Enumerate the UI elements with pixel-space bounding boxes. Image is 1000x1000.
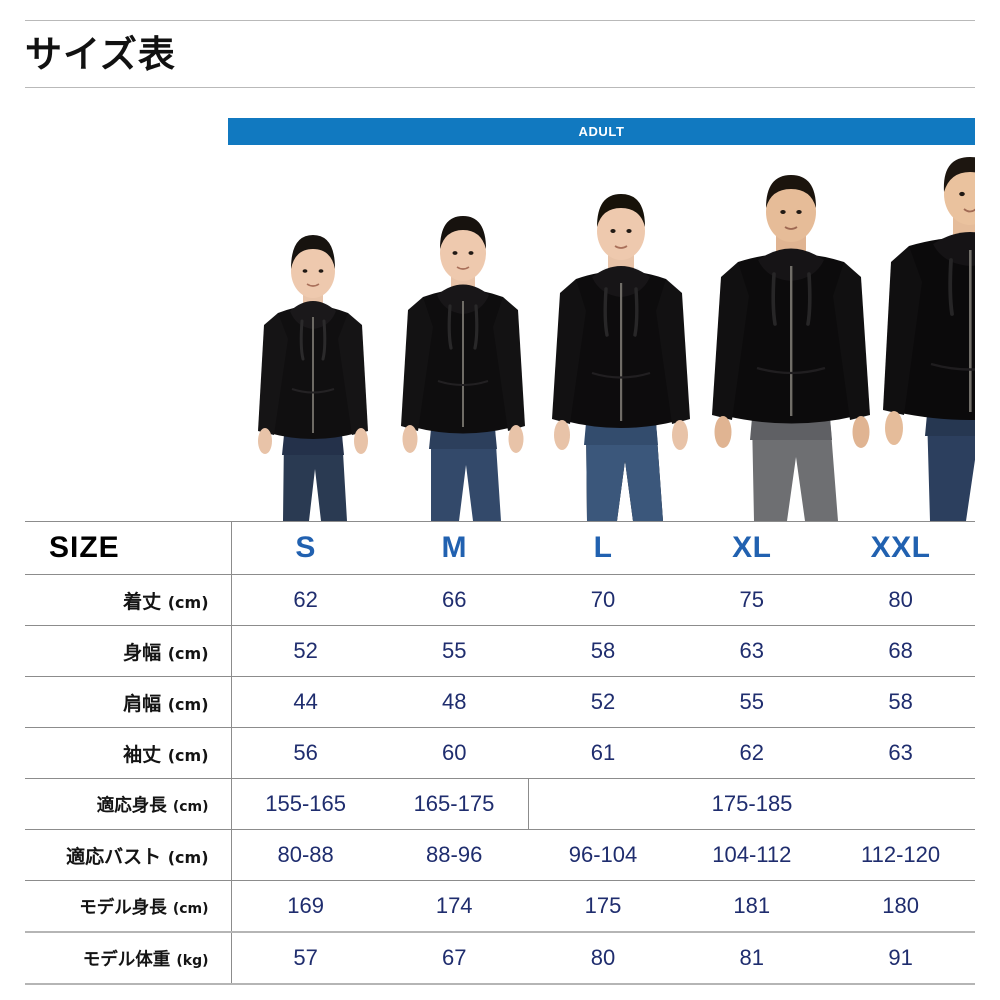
cell-xl: 81 bbox=[677, 931, 827, 985]
row-label-unit: (cm) bbox=[167, 847, 209, 867]
adult-banner-label: ADULT bbox=[578, 124, 625, 139]
row-label-unit: (cm) bbox=[167, 694, 209, 714]
row-label-text: 適応身長 bbox=[96, 795, 173, 816]
cell-xl: 104-112 bbox=[677, 829, 827, 881]
row-label-unit: (kg) bbox=[176, 952, 209, 969]
cell-xxl: 180 bbox=[826, 880, 975, 933]
table-row: 適応身長 (cm) 155-165 165-175 175-185 bbox=[25, 778, 975, 830]
table-row: モデル体重 (kg) 57 67 80 81 91 bbox=[25, 931, 975, 985]
cell-l: 70 bbox=[528, 574, 678, 626]
cell-xl: 181 bbox=[677, 880, 827, 933]
row-label-2: 身幅 (cm) bbox=[25, 625, 232, 677]
header-col-xl: XL bbox=[677, 521, 827, 575]
model-photo-s bbox=[248, 221, 378, 521]
row-label-unit: (cm) bbox=[167, 643, 209, 663]
model-photo-xl bbox=[710, 166, 876, 521]
cell-l: 175 bbox=[528, 880, 678, 933]
row-label-6: 適応バスト (cm) bbox=[25, 829, 232, 881]
table-row: 着丈 (cm) 62 66 70 75 80 bbox=[25, 574, 975, 626]
table-row: 適応バスト (cm) 80-88 88-96 96-104 104-112 112-120 bbox=[25, 829, 975, 881]
row-label-text: 身幅 bbox=[123, 641, 168, 664]
cell-s: 155-165 bbox=[231, 778, 380, 830]
row-label-text: 着丈 bbox=[123, 590, 168, 613]
cell-xl: 63 bbox=[677, 625, 827, 677]
cell-l: 80 bbox=[528, 931, 678, 985]
cell-l: 96-104 bbox=[528, 829, 678, 881]
row-label-3: 肩幅 (cm) bbox=[25, 676, 232, 728]
cell-xl: 55 bbox=[677, 676, 827, 728]
cell-xxl: 91 bbox=[826, 931, 975, 985]
row-label-text: モデル体重 bbox=[82, 949, 177, 970]
cell-merged-l-xl-xxl: 175-185 bbox=[528, 778, 975, 830]
cell-xl: 75 bbox=[677, 574, 827, 626]
cell-s: 169 bbox=[231, 880, 380, 933]
row-label-4: 袖丈 (cm) bbox=[25, 727, 232, 779]
size-table-header: SIZE S M L XL XXL bbox=[25, 521, 975, 575]
size-table: SIZE S M L XL XXL 着丈 (cm) 62 66 70 75 80 身幅 (c… bbox=[25, 521, 975, 985]
cell-l: 52 bbox=[528, 676, 678, 728]
table-row: 身幅 (cm) 52 55 58 63 68 bbox=[25, 625, 975, 677]
row-label-text: 肩幅 bbox=[123, 692, 168, 715]
cell-xxl: 80 bbox=[826, 574, 975, 626]
table-row: 袖丈 (cm) 56 60 61 62 63 bbox=[25, 727, 975, 779]
model-photo-l bbox=[546, 183, 698, 521]
cell-m: 66 bbox=[379, 574, 529, 626]
header-col-s: S bbox=[231, 521, 380, 575]
table-header-row: SIZE S M L XL XXL bbox=[25, 521, 975, 575]
table-row: 肩幅 (cm) 44 48 52 55 58 bbox=[25, 676, 975, 728]
row-label-text: モデル身長 bbox=[79, 897, 173, 918]
cell-l: 58 bbox=[528, 625, 678, 677]
row-label-1: 着丈 (cm) bbox=[25, 574, 232, 626]
header-size-label: SIZE bbox=[25, 521, 232, 575]
row-label-text: 袖丈 bbox=[123, 743, 168, 766]
page-title: サイズ表 bbox=[25, 32, 176, 76]
row-label-unit: (cm) bbox=[167, 592, 209, 612]
model-photo-strip bbox=[228, 150, 975, 521]
row-label-8: モデル体重 (kg) bbox=[25, 931, 232, 985]
cell-s: 57 bbox=[231, 931, 380, 985]
header-col-m: M bbox=[379, 521, 529, 575]
cell-xxl: 112-120 bbox=[826, 829, 975, 881]
adult-category-banner: ADULT bbox=[228, 118, 975, 145]
cell-xxl: 58 bbox=[826, 676, 975, 728]
cell-s: 44 bbox=[231, 676, 380, 728]
cell-s: 80-88 bbox=[231, 829, 380, 881]
row-label-unit: (cm) bbox=[172, 798, 209, 815]
cell-m: 55 bbox=[379, 625, 529, 677]
cell-s: 52 bbox=[231, 625, 380, 677]
model-photo-m bbox=[393, 203, 533, 521]
cell-s: 62 bbox=[231, 574, 380, 626]
cell-m: 48 bbox=[379, 676, 529, 728]
cell-m: 67 bbox=[379, 931, 529, 985]
row-label-text: 適応バスト bbox=[66, 845, 168, 868]
model-photo-xxl bbox=[883, 150, 975, 521]
header-col-l: L bbox=[528, 521, 678, 575]
cell-s: 56 bbox=[231, 727, 380, 779]
row-label-7: モデル身長 (cm) bbox=[25, 880, 232, 933]
cell-m: 60 bbox=[379, 727, 529, 779]
row-label-5: 適応身長 (cm) bbox=[25, 778, 232, 830]
header-col-xxl: XXL bbox=[826, 521, 975, 575]
table-row: モデル身長 (cm) 169 174 175 181 180 bbox=[25, 880, 975, 933]
cell-m: 165-175 bbox=[379, 778, 529, 830]
row-label-unit: (cm) bbox=[167, 745, 209, 765]
cell-xl: 62 bbox=[677, 727, 827, 779]
row-label-unit: (cm) bbox=[172, 900, 209, 917]
cell-xxl: 68 bbox=[826, 625, 975, 677]
size-table-body: 着丈 (cm) 62 66 70 75 80 身幅 (cm) 52 55 58 63 68 肩幅 (cm… bbox=[25, 574, 975, 985]
page-title-block: サイズ表 bbox=[25, 20, 975, 88]
cell-l: 61 bbox=[528, 727, 678, 779]
cell-m: 174 bbox=[379, 880, 529, 933]
cell-xxl: 63 bbox=[826, 727, 975, 779]
cell-m: 88-96 bbox=[379, 829, 529, 881]
